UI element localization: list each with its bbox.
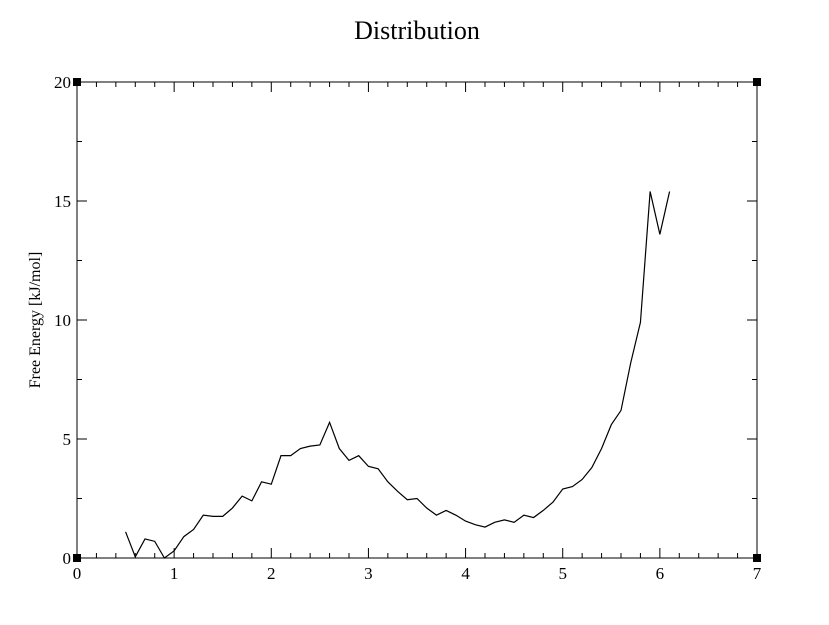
x-tick-label: 7 (753, 564, 762, 583)
x-tick-label: 6 (656, 564, 665, 583)
corner-marker (73, 554, 81, 562)
y-tick-label: 15 (54, 192, 71, 211)
series-layer (125, 191, 671, 559)
chart-title: Distribution (354, 16, 480, 45)
y-axis-label: Free Energy [kJ/mol] (27, 252, 44, 389)
y-tick-label: 10 (54, 311, 71, 330)
x-tick-label: 1 (170, 564, 179, 583)
x-tick-label: 4 (461, 564, 470, 583)
plot-frame (76, 81, 758, 559)
corner-marker (753, 554, 761, 562)
x-tick-label: 3 (364, 564, 373, 583)
ticks (76, 81, 758, 559)
corner-markers (73, 78, 761, 562)
y-tick-label: 20 (54, 73, 71, 92)
y-tick-label: 0 (63, 549, 72, 568)
x-tick-label: 2 (267, 564, 276, 583)
series-line (125, 191, 671, 559)
x-tick-label: 5 (558, 564, 567, 583)
x-tick-label: 0 (73, 564, 82, 583)
y-tick-label: 5 (63, 430, 72, 449)
corner-marker (73, 78, 81, 86)
corner-marker (753, 78, 761, 86)
tick-labels: 0 1 2 3 4 5 6 7 0 5 10 15 20 (54, 73, 762, 583)
